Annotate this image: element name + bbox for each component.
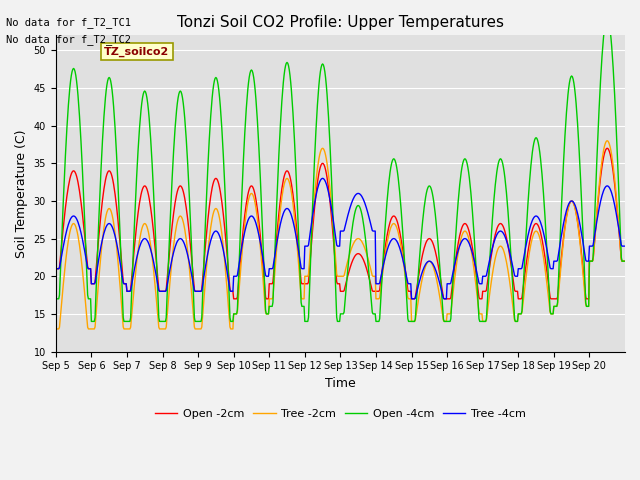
Text: No data for f_T2_TC1: No data for f_T2_TC1: [6, 17, 131, 28]
Open -2cm: [399, 252, 407, 258]
Tree -2cm: [620, 258, 628, 264]
Tree -4cm: [273, 241, 280, 247]
Tree -4cm: [408, 296, 415, 302]
Tree -4cm: [118, 275, 126, 281]
Open -2cm: [604, 145, 611, 151]
Open -2cm: [223, 251, 231, 256]
Open -4cm: [273, 185, 281, 191]
Line: Tree -2cm: Tree -2cm: [56, 141, 624, 329]
Tree -4cm: [432, 268, 440, 274]
Tree -2cm: [118, 314, 126, 320]
Line: Tree -4cm: Tree -4cm: [56, 179, 624, 299]
Open -4cm: [399, 240, 407, 245]
Open -4cm: [52, 296, 60, 302]
Tree -2cm: [604, 138, 611, 144]
Tree -4cm: [620, 243, 628, 249]
Open -2cm: [230, 296, 237, 302]
Tree -4cm: [52, 266, 60, 272]
Open -4cm: [88, 319, 95, 324]
Tree -4cm: [319, 176, 326, 181]
Tree -4cm: [399, 259, 407, 264]
Open -2cm: [273, 226, 281, 232]
Tree -4cm: [252, 218, 259, 224]
Tree -2cm: [431, 268, 438, 274]
Open -2cm: [620, 258, 628, 264]
Title: Tonzi Soil CO2 Profile: Upper Temperatures: Tonzi Soil CO2 Profile: Upper Temperatur…: [177, 15, 504, 30]
Open -4cm: [120, 314, 127, 320]
Open -4cm: [252, 96, 260, 102]
Open -2cm: [52, 266, 60, 272]
Open -2cm: [431, 248, 439, 254]
Line: Open -2cm: Open -2cm: [56, 148, 624, 299]
Open -2cm: [118, 270, 126, 276]
Y-axis label: Soil Temperature (C): Soil Temperature (C): [15, 129, 28, 258]
Tree -2cm: [52, 326, 60, 332]
Open -2cm: [252, 196, 260, 202]
Open -4cm: [431, 211, 439, 217]
Text: No data for f_T2_TC2: No data for f_T2_TC2: [6, 34, 131, 45]
Open -4cm: [620, 258, 628, 264]
Tree -2cm: [273, 246, 280, 252]
Line: Open -4cm: Open -4cm: [56, 17, 624, 322]
Legend: Open -2cm, Tree -2cm, Open -4cm, Tree -4cm: Open -2cm, Tree -2cm, Open -4cm, Tree -4…: [151, 405, 530, 423]
Tree -2cm: [399, 254, 406, 260]
Tree -4cm: [223, 268, 231, 274]
Tree -2cm: [252, 201, 259, 206]
Text: TZ_soilco2: TZ_soilco2: [104, 47, 170, 57]
Open -4cm: [604, 14, 611, 20]
Tree -2cm: [223, 286, 231, 291]
X-axis label: Time: Time: [325, 377, 356, 390]
Open -4cm: [224, 255, 232, 261]
